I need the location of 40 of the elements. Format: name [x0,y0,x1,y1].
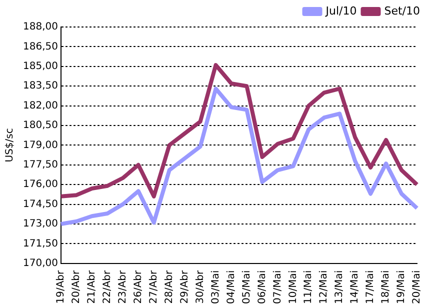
y-axis-title: US$/sc [4,128,16,162]
x-tick-label: 30/Abr [194,269,206,304]
legend-label: Set/10 [384,4,420,18]
x-tick-label: 26/Abr [132,269,144,304]
y-tick-label: 188,00 [22,22,58,33]
x-tick-label: 10/Mai [288,270,299,304]
y-tick-label: 186,50 [22,41,58,52]
x-tick-label: 17/Mai [365,270,376,304]
y-tick-label: 176,00 [22,179,58,190]
y-tick-label: 177,50 [22,159,58,170]
y-tick-label: 182,00 [22,100,58,112]
x-tick-label: 13/Mai [334,270,346,304]
x-tick-label: 21/Abr [86,269,98,304]
y-tick-label: 174,50 [22,198,58,210]
x-tick-label: 22/Abr [102,269,114,304]
x-tick-label: 06/Mai [256,270,268,304]
x-tick-label: 20/Abr [71,269,82,304]
x-tick-label: 20/Mai [412,270,423,304]
x-tick-label: 29/Abr [179,269,190,304]
x-tick-label: 27/Abr [148,269,160,304]
legend-label: Jul/10 [324,4,357,18]
x-tick-label: 28/Abr [164,269,175,304]
y-tick-label: 180,50 [22,120,58,132]
x-tick-label: 23/Abr [118,269,128,304]
x-tick-label: 19/Abr [56,269,67,304]
x-tick-label: 19/Mai [396,270,408,304]
y-tick-label: 173,00 [22,218,58,230]
y-tick-label: 170,00 [22,258,58,269]
y-tick-label: 171,50 [22,238,58,250]
x-tick-label: 12/Mai [318,270,330,304]
x-tick-label: 11/Mai [303,270,314,304]
x-tick-label: 03/Mai [210,270,222,304]
y-tick-label: 185,00 [22,60,58,72]
y-tick-label: 183,50 [22,80,58,92]
x-tick-label: 07/Mai [272,270,284,304]
x-tick-label: 05/Mai [241,270,252,304]
x-tick-label: 04/Mai [226,270,237,304]
x-tick-label: 18/Mai [380,270,392,304]
x-tick-label: 14/Mai [350,270,361,304]
y-tick-label: 179,00 [22,140,58,151]
